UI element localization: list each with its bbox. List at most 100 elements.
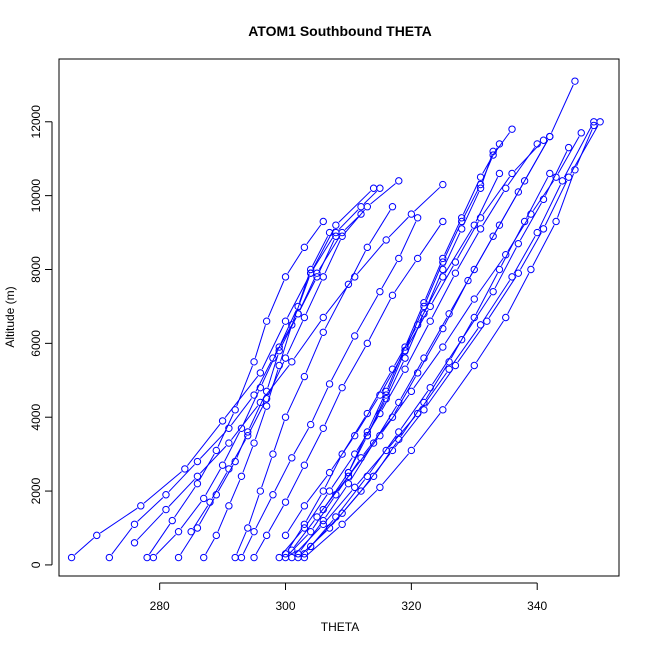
data-point bbox=[338, 232, 346, 240]
data-point bbox=[174, 553, 183, 562]
data-point bbox=[483, 317, 491, 325]
series-segment bbox=[305, 431, 322, 462]
data-point bbox=[495, 221, 504, 229]
data-point bbox=[520, 217, 529, 226]
data-point bbox=[275, 343, 283, 351]
series-segment bbox=[231, 405, 259, 441]
data-point bbox=[382, 236, 390, 244]
data-point bbox=[564, 173, 573, 181]
data-point bbox=[344, 479, 353, 488]
data-point bbox=[344, 472, 353, 480]
data-point bbox=[363, 428, 372, 436]
series-segment bbox=[254, 409, 266, 440]
series-segment bbox=[494, 247, 517, 289]
data-point bbox=[376, 431, 384, 440]
series-segment bbox=[425, 368, 454, 407]
series-23 bbox=[363, 125, 516, 440]
series-segment bbox=[425, 262, 442, 300]
series-segment bbox=[513, 235, 536, 274]
series-segment bbox=[500, 224, 524, 267]
data-point bbox=[533, 228, 541, 237]
data-point bbox=[93, 531, 101, 540]
data-point bbox=[564, 143, 573, 152]
data-point bbox=[376, 483, 384, 492]
series-segment bbox=[457, 324, 485, 363]
data-point bbox=[250, 553, 258, 562]
series-segment bbox=[419, 331, 442, 370]
data-point bbox=[338, 450, 346, 458]
series-segment bbox=[242, 446, 254, 473]
series-segment bbox=[180, 501, 202, 529]
data-point bbox=[250, 358, 258, 366]
data-point bbox=[457, 217, 466, 226]
data-point bbox=[200, 494, 208, 503]
series-segment bbox=[450, 272, 473, 311]
data-point bbox=[407, 210, 416, 218]
series-segment bbox=[382, 453, 410, 485]
data-point bbox=[181, 465, 189, 473]
series-segment bbox=[287, 250, 303, 274]
data-point bbox=[237, 424, 246, 432]
data-point bbox=[332, 221, 340, 229]
data-point bbox=[225, 424, 233, 432]
series-segment bbox=[526, 139, 549, 178]
series-segment bbox=[286, 321, 304, 355]
series-segment bbox=[444, 221, 461, 255]
series-segment bbox=[488, 276, 517, 318]
series-segment bbox=[306, 494, 322, 521]
data-point bbox=[294, 302, 302, 311]
series-segment bbox=[231, 398, 252, 426]
data-point bbox=[306, 269, 315, 277]
data-point bbox=[319, 273, 327, 281]
data-point bbox=[206, 498, 214, 506]
x-axis-label: THETA bbox=[321, 620, 359, 634]
data-point bbox=[256, 369, 265, 377]
series-segment bbox=[557, 173, 574, 218]
data-point bbox=[527, 210, 535, 218]
data-point bbox=[514, 239, 523, 248]
series-segment bbox=[205, 468, 221, 496]
data-point bbox=[344, 280, 353, 288]
data-point bbox=[300, 520, 309, 528]
data-point bbox=[162, 505, 170, 514]
data-point bbox=[439, 254, 447, 263]
series-segment bbox=[400, 405, 422, 437]
data-point bbox=[395, 254, 403, 263]
series-segment bbox=[325, 486, 347, 518]
data-point bbox=[502, 313, 510, 322]
data-point bbox=[256, 398, 265, 407]
series-9 bbox=[250, 217, 447, 562]
series-4 bbox=[149, 228, 334, 562]
data-point bbox=[244, 428, 252, 436]
data-point bbox=[344, 468, 353, 477]
data-point bbox=[363, 243, 372, 252]
series-17 bbox=[300, 121, 598, 562]
data-point bbox=[401, 347, 409, 355]
series-segment bbox=[544, 180, 568, 226]
data-point bbox=[306, 420, 315, 429]
x-tick-label: 280 bbox=[150, 599, 170, 613]
series-segment bbox=[394, 412, 422, 448]
series-segment bbox=[501, 184, 523, 222]
series-segment bbox=[388, 216, 409, 238]
data-point bbox=[382, 391, 390, 399]
series-segment bbox=[363, 190, 378, 205]
data-point bbox=[212, 531, 221, 540]
series-segment bbox=[217, 509, 228, 532]
data-point bbox=[363, 409, 372, 418]
data-point bbox=[457, 335, 466, 344]
series-segment bbox=[331, 457, 353, 488]
series-segment bbox=[431, 276, 454, 318]
data-point bbox=[143, 553, 151, 562]
x-tick-label: 340 bbox=[527, 599, 547, 613]
series-segment bbox=[168, 464, 195, 493]
data-point bbox=[325, 524, 334, 532]
data-point bbox=[319, 313, 327, 322]
series-segment bbox=[463, 191, 480, 226]
data-point bbox=[508, 169, 516, 178]
data-point bbox=[281, 413, 290, 421]
data-point bbox=[244, 431, 252, 440]
data-point bbox=[439, 217, 447, 226]
series-segment bbox=[344, 209, 365, 234]
series-segment bbox=[413, 412, 441, 448]
